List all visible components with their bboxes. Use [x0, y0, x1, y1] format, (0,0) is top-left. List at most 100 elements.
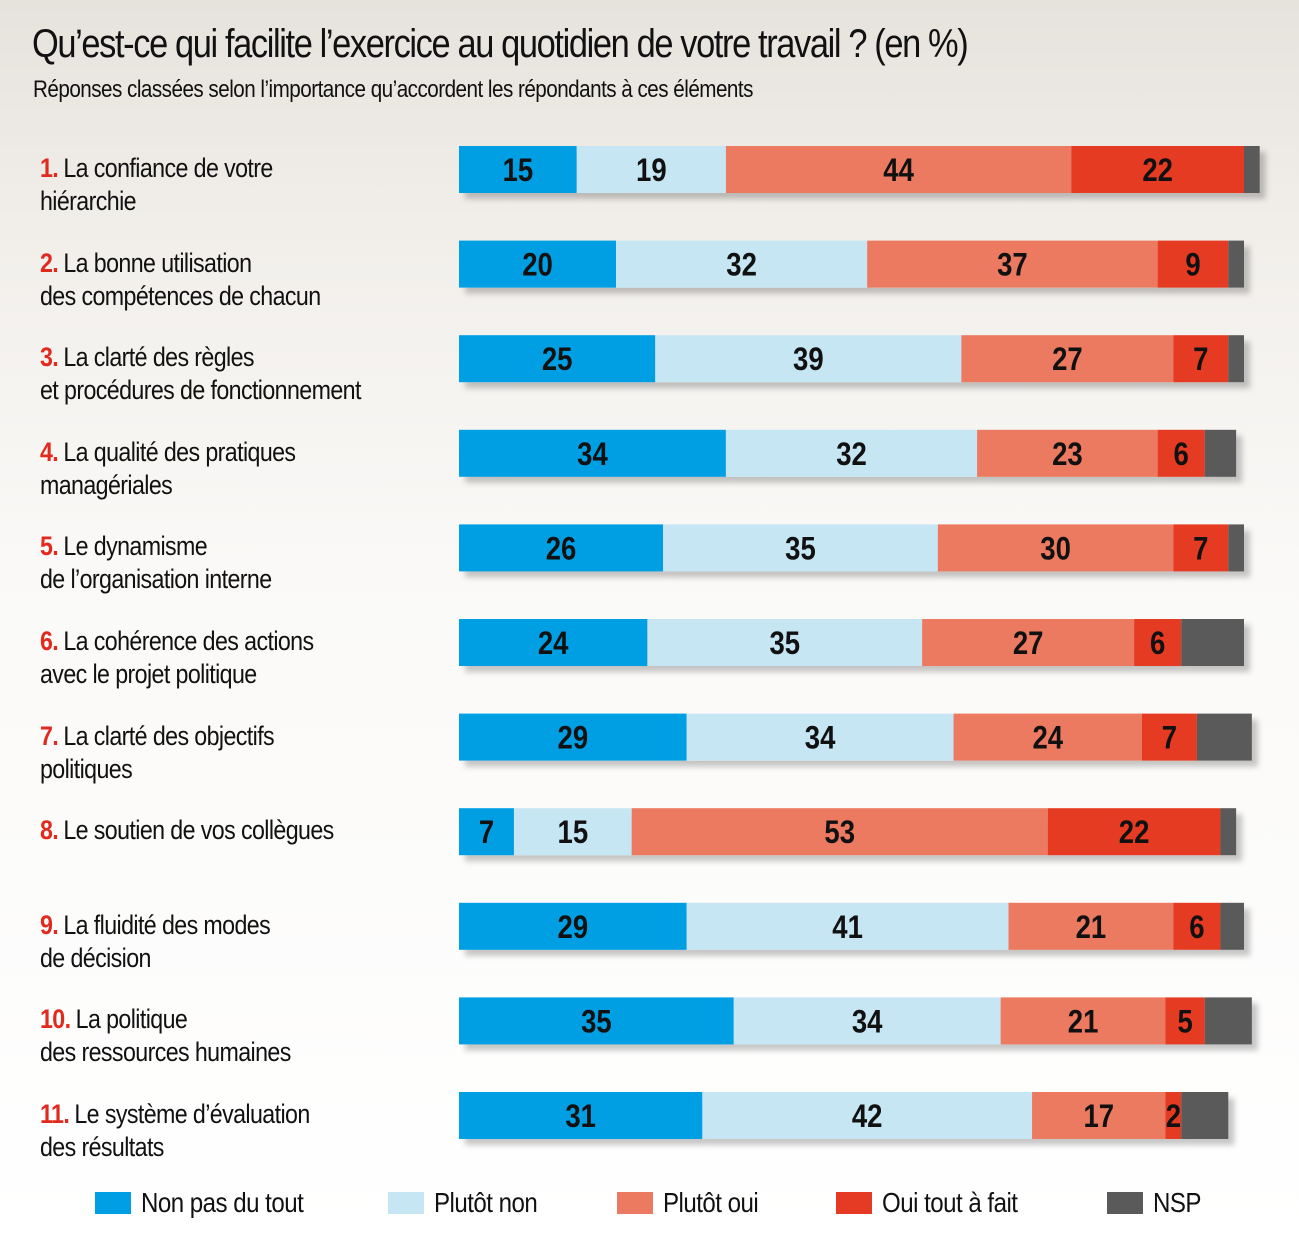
bar-segment [725, 429, 978, 477]
data-label: 34 [805, 721, 836, 756]
bar-row-labels: 24 35 27 6 [538, 626, 1165, 661]
bar-segment [1000, 997, 1166, 1045]
bar-row [459, 997, 1252, 1045]
data-label: 7 [1193, 532, 1208, 567]
bar-row-labels: 25 39 27 7 [542, 342, 1209, 377]
bar-segment [459, 429, 726, 477]
row-label-line1: La cohérence des actions [63, 626, 314, 656]
data-label: 32 [836, 437, 867, 472]
data-label: 22 [1142, 153, 1173, 188]
row-label-line1: La bonne utilisation [63, 247, 252, 278]
bar-segment [977, 429, 1158, 477]
bar-row [459, 1092, 1229, 1139]
data-label: 15 [503, 153, 534, 188]
bar-segment [1228, 240, 1244, 288]
row-label-line1: La fluidité des modes [63, 909, 271, 940]
bar-row [459, 335, 1244, 383]
bar-row [459, 429, 1237, 477]
legend-label: Plutôt oui [663, 1187, 759, 1218]
bar-segment [1181, 619, 1244, 666]
data-label: 22 [1119, 815, 1150, 850]
data-label: 27 [1052, 342, 1083, 377]
data-label: 41 [832, 910, 863, 945]
bar-segment [459, 902, 687, 950]
row-label-line2: managériales [40, 469, 173, 500]
bar-row [459, 808, 1237, 856]
bar-segment [702, 1092, 1033, 1139]
bar-segment [1228, 524, 1244, 572]
row-number: 3. [40, 342, 59, 373]
bar-row [459, 713, 1252, 761]
data-label: 29 [558, 721, 589, 756]
bar-row-labels: 31 42 17 2 [565, 1099, 1181, 1134]
data-label: 42 [852, 1099, 883, 1134]
legend-label: NSP [1153, 1187, 1201, 1218]
legend-swatch [617, 1192, 653, 1214]
legend-swatch [1107, 1192, 1143, 1214]
bar-segment [459, 713, 687, 761]
bar-segment [1204, 429, 1237, 477]
data-label: 5 [1177, 1005, 1192, 1040]
bar-segment [1134, 619, 1182, 666]
data-label: 24 [538, 626, 569, 661]
data-label: 35 [769, 626, 800, 661]
bar-segment [1173, 902, 1221, 950]
legend-item: Oui tout à fait [836, 1185, 1040, 1221]
row-number: 10. [40, 1004, 71, 1035]
row-label-line1: Le système d’évaluation [74, 1099, 310, 1129]
legend-label: Non pas du tout [141, 1187, 304, 1218]
data-label: 27 [1013, 626, 1044, 661]
bar-segment [459, 524, 664, 572]
data-label: 37 [997, 248, 1028, 283]
row-label-line2: des résultats [40, 1132, 164, 1162]
row-label-line1: La clarté des objectifs [63, 720, 275, 751]
data-label: 15 [558, 815, 589, 850]
bar-segment [922, 619, 1135, 666]
bar-segment [1047, 808, 1221, 856]
row-label-line2: de l’organisation interne [40, 564, 272, 595]
bar-segment [1173, 524, 1229, 572]
legend-item: Plutôt oui [617, 1185, 774, 1221]
row-label: 11. Le système d’évaluation des résultats [40, 1098, 310, 1164]
bar-segment [953, 713, 1142, 761]
row-label-line1: La clarté des règles [63, 342, 254, 373]
row-label-line1: La qualité des pratiques [63, 436, 296, 467]
data-label: 9 [1185, 248, 1200, 283]
data-label: 32 [726, 248, 757, 283]
data-label: 34 [852, 1005, 883, 1040]
data-label: 53 [824, 815, 855, 850]
bar-segment [686, 902, 1009, 950]
row-label-line1: Le dynamisme [63, 531, 208, 562]
data-label: 17 [1083, 1099, 1114, 1134]
data-label: 6 [1174, 437, 1189, 472]
data-label: 25 [542, 342, 573, 377]
bar-segment [459, 997, 734, 1045]
data-label: 44 [883, 153, 914, 188]
row-label-line2: politiques [40, 753, 133, 784]
bar-segment [459, 335, 656, 383]
bar-segment [1220, 808, 1237, 856]
legend-label: Oui tout à fait [882, 1187, 1018, 1218]
bar-segment [961, 335, 1174, 383]
data-label: 35 [581, 1005, 612, 1040]
legend-item: Plutôt non [388, 1185, 554, 1221]
bar-row-labels: 15 19 44 22 [503, 153, 1173, 188]
bar-segment [733, 997, 1001, 1045]
row-label-line2: de décision [40, 942, 151, 973]
bar-segment [1157, 240, 1229, 288]
bar-segment [616, 240, 868, 288]
legend-item: NSP [1107, 1185, 1209, 1221]
row-label: 6. La cohérence des actions avec le projet… [40, 625, 314, 691]
bar-segment [1228, 335, 1244, 383]
bar-segment [725, 146, 1072, 193]
row-number: 8. [40, 815, 59, 846]
bar-segment [686, 713, 954, 761]
row-label: 4. La qualité des pratiques managériales [40, 436, 296, 502]
row-label-line2: des ressources humaines [40, 1037, 291, 1068]
row-label: 9. La fluidité des modes de décision [40, 909, 271, 975]
legend-item: Non pas du tout [95, 1185, 330, 1221]
row-number: 6. [40, 626, 59, 656]
bar-segment [1165, 997, 1205, 1045]
bar-segment [1165, 1092, 1182, 1139]
data-label: 19 [636, 153, 667, 188]
